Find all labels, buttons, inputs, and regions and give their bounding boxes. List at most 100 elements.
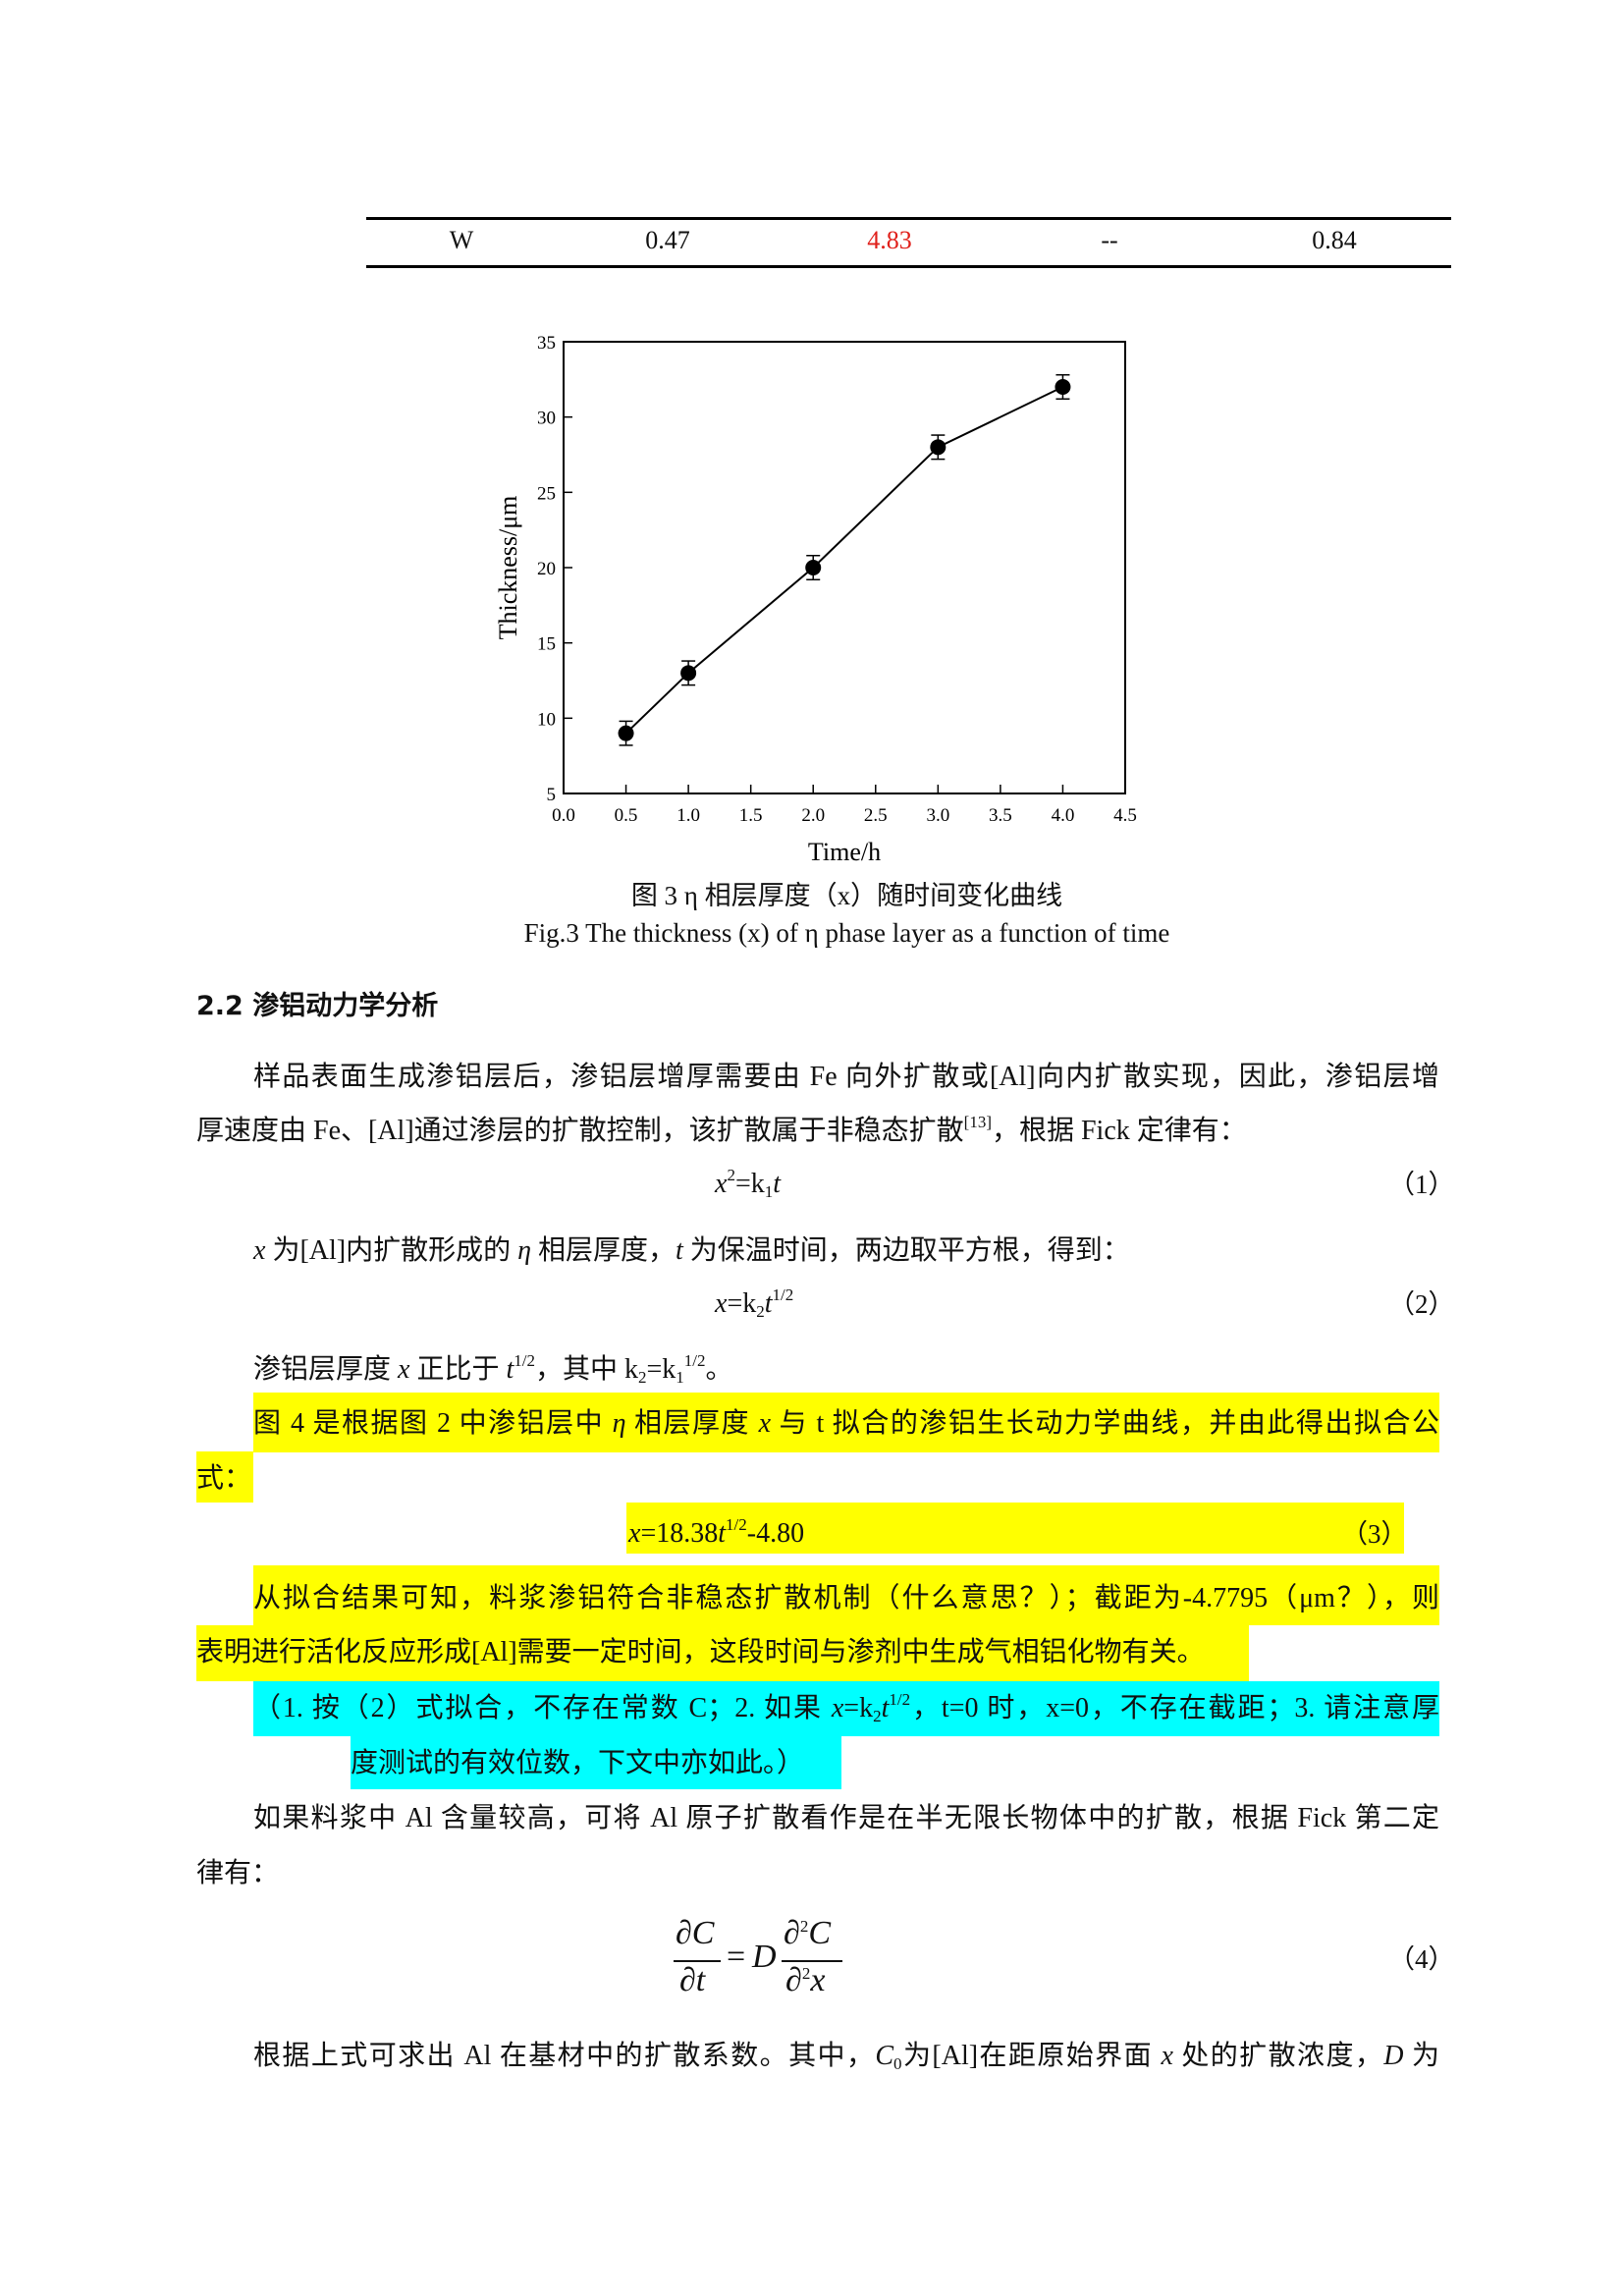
- y-tick-label: 35: [537, 333, 556, 354]
- math-variable: x: [628, 1518, 641, 1549]
- math-variable: x: [398, 1354, 410, 1385]
- math-variable: C: [875, 2041, 894, 2071]
- text-run: =k: [646, 1354, 676, 1385]
- subscript: 1: [676, 1368, 684, 1387]
- paragraph-line: x 为[Al]内扩散形成的 η 相层厚度，t 为保温时间，两边取平方根，得到：: [253, 1231, 1130, 1271]
- y-tick-label: 10: [537, 709, 556, 730]
- eq4-rhs-denominator: ∂2x: [785, 1962, 826, 1998]
- text-run: 正比于: [409, 1354, 507, 1385]
- highlight-yellow: [253, 1565, 1439, 1625]
- math-variable: t: [676, 1235, 683, 1266]
- x-tick-label: 1.0: [676, 805, 700, 826]
- text-run: （1. 按（2）式拟合，不存在常数 C；2. 如果: [253, 1693, 832, 1723]
- superscript: 1/2: [772, 1285, 794, 1304]
- math-variable: t: [764, 1288, 773, 1319]
- reviewer-comment-line: （1. 按（2）式拟合，不存在常数 C；2. 如果 x=k2t1/2，t=0 时…: [253, 1689, 1439, 1728]
- text-run: =18.38: [640, 1518, 719, 1549]
- superscript: 1/2: [514, 1351, 535, 1370]
- equation-2: x=k2t1/2: [715, 1285, 793, 1324]
- math-variable: x: [715, 1288, 728, 1319]
- paragraph-line: 渗铝层厚度 x 正比于 t1/2，其中 k2=k11/2。: [253, 1350, 733, 1390]
- text-run: 为保温时间，两边取平方根，得到：: [682, 1235, 1130, 1266]
- math-variable: t: [718, 1518, 727, 1549]
- superscript: 1/2: [889, 1690, 911, 1709]
- equation-1: x2=k1t: [715, 1165, 781, 1204]
- subscript: 1: [764, 1182, 774, 1201]
- text-run: -4.80: [746, 1518, 805, 1549]
- subscript: 2: [873, 1707, 882, 1725]
- math-variable: η: [517, 1235, 531, 1266]
- paragraph-line: 样品表面生成渗铝层后，渗铝层增厚需要由 Fe 向外扩散或[Al]向内扩散实现，因…: [253, 1058, 1439, 1097]
- table-top-rule: [366, 217, 1451, 220]
- x-tick-label: 2.0: [801, 805, 825, 826]
- math-variable: t: [506, 1354, 514, 1385]
- paragraph-line: 律有：: [196, 1854, 279, 1893]
- data-point: [930, 439, 947, 456]
- text-run: 图 4 是根据图 2 中渗铝层中: [253, 1408, 613, 1439]
- x-tick-label: 3.5: [989, 805, 1012, 826]
- table-cell-element: W: [449, 226, 474, 254]
- y-tick-label: 20: [537, 559, 556, 579]
- eq4-coefficient: D: [752, 1939, 777, 1975]
- math-variable: t: [881, 1693, 890, 1723]
- table-cell: --: [1101, 226, 1118, 254]
- paragraph-line: 式：: [196, 1459, 251, 1499]
- text-run: 相层厚度: [625, 1408, 759, 1439]
- equation-number: （3）: [1341, 1519, 1408, 1549]
- text-run: 从拟合结果可知，料浆渗铝符合非稳态扩散机制（什么意思？）；截距为-4.7795（…: [253, 1583, 1439, 1613]
- math-variable: x: [253, 1235, 266, 1266]
- text-run: 律有：: [196, 1858, 280, 1888]
- table-cell: 0.84: [1312, 226, 1357, 254]
- equation-number: （1）: [1388, 1170, 1455, 1199]
- text-run: 渗铝层厚度: [253, 1354, 399, 1385]
- eq4-lhs-denominator: ∂t: [679, 1962, 706, 1998]
- superscript: 1/2: [683, 1351, 706, 1370]
- series-line: [624, 386, 1063, 735]
- highlight-yellow: [196, 1451, 253, 1503]
- figure-caption-en: Fig.3 The thickness (x) of η phase layer…: [523, 918, 1170, 948]
- y-tick-label: 15: [537, 634, 556, 655]
- subscript: 2: [638, 1368, 647, 1387]
- math-variable: t: [773, 1169, 782, 1199]
- x-axis-label: Time/h: [808, 838, 881, 864]
- eq4-equals: =: [727, 1939, 746, 1975]
- y-tick-label: 30: [537, 409, 556, 429]
- math-variable: η: [612, 1408, 626, 1439]
- math-variable: x: [831, 1693, 844, 1723]
- text-run: 为[Al]在距原始界面: [901, 2041, 1162, 2071]
- text-run: 根据上式可求出 Al 在基材中的扩散系数。其中，: [253, 2041, 876, 2071]
- x-tick-label: 2.5: [864, 805, 888, 826]
- subscript: 0: [893, 2054, 902, 2073]
- subscript: 2: [756, 1302, 765, 1321]
- paragraph-line: 表明进行活化反应形成[Al]需要一定时间，这段时间与渗剂中生成气相铝化物有关。: [196, 1633, 1205, 1672]
- highlight-yellow: [196, 1625, 1249, 1681]
- figure-caption-cn: 图 3 η 相层厚度（x）随时间变化曲线: [630, 881, 1063, 910]
- equation-3: x=18.38t1/2-4.80: [628, 1514, 804, 1554]
- text-run: ，根据 Fick 定律有：: [991, 1116, 1247, 1146]
- data-point: [805, 560, 822, 575]
- text-run: 样品表面生成渗铝层后，渗铝层增厚需要由 Fe 向外扩散或[Al]向内扩散实现，因…: [253, 1062, 1439, 1092]
- text-run: 为: [1403, 2041, 1439, 2071]
- highlight-yellow: [626, 1503, 1404, 1554]
- table-bottom-rule: [366, 265, 1451, 268]
- math-variable: x: [715, 1169, 728, 1199]
- text-run: =k: [734, 1169, 765, 1199]
- text-run: 相层厚度，: [530, 1235, 676, 1266]
- paragraph-line: 厚速度由 Fe、[Al]通过渗层的扩散控制，该扩散属于非稳态扩散[13]，根据 …: [196, 1112, 1247, 1151]
- superscript: 1/2: [726, 1515, 747, 1534]
- math-variable: x: [758, 1408, 771, 1439]
- text-run: 厚速度由 Fe、[Al]通过渗层的扩散控制，该扩散属于非稳态扩散: [196, 1116, 964, 1146]
- x-tick-label: 4.0: [1052, 805, 1075, 826]
- thickness-chart: 0.0 0.5 1.0 1.5 2.0 2.5 3.0 3.5 4.0 4.5 5 10 15 20 25 3…: [494, 333, 1137, 864]
- x-tick-label: 4.5: [1113, 805, 1137, 826]
- x-tick-label: 3.0: [926, 805, 949, 826]
- y-axis-label: Thickness/μm: [494, 496, 522, 640]
- y-tick-label: 5: [547, 785, 557, 805]
- plot-frame: [563, 341, 1126, 794]
- paragraph-line: 从拟合结果可知，料浆渗铝符合非稳态扩散机制（什么意思？）；截距为-4.7795（…: [253, 1579, 1439, 1618]
- paragraph-line: 根据上式可求出 Al 在基材中的扩散系数。其中，C0为[Al]在距原始界面 x …: [253, 2037, 1439, 2076]
- fraction-bar: [674, 1960, 721, 1962]
- table-cell-highlighted: 4.83: [867, 226, 912, 254]
- text-run: 表明进行活化反应形成[Al]需要一定时间，这段时间与渗剂中生成气相铝化物有关。: [196, 1637, 1205, 1667]
- paragraph-line: 如果料浆中 Al 含量较高，可将 Al 原子扩散看作是在半无限长物体中的扩散，根…: [253, 1799, 1439, 1838]
